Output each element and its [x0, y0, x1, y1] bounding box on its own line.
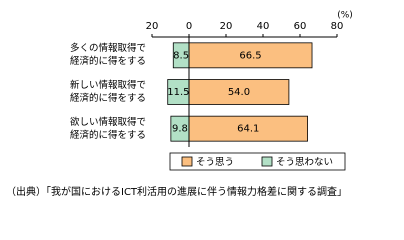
value-label: 11.5 — [167, 87, 189, 98]
value-label: 64.1 — [237, 124, 259, 135]
bar — [188, 115, 308, 142]
x-tick-label: 60 — [294, 21, 307, 32]
x-tick-label: 40 — [257, 21, 270, 32]
category-label: 欲しい情報取得で 経済的に得をする — [69, 116, 146, 141]
category-label: 多くの情報取得で 経済的に得をする — [69, 43, 146, 68]
x-tick-label: 80 — [331, 21, 344, 32]
value-label: 66.5 — [239, 50, 261, 61]
value-label: 9.8 — [172, 124, 188, 135]
legend-swatch — [181, 156, 193, 167]
x-tick-label: 20 — [220, 21, 233, 32]
x-tick-label: 20 — [146, 21, 159, 32]
value-label: 8.5 — [173, 50, 189, 61]
legend-label: そう思う — [196, 157, 234, 168]
legend-label: そう思わない — [276, 157, 333, 168]
chart-svg: 20 0 20 40 60 80(%) 66.5 8.5 54.0 11.5 64.1 9.8 そう思う… — [146, 11, 353, 171]
x-tick-label: 0 — [186, 21, 192, 32]
category-label: 新しい情報取得で 経済的に得をする — [69, 80, 146, 104]
legend-box — [169, 152, 346, 171]
unit-label: (%) — [337, 11, 353, 21]
bar — [188, 79, 290, 105]
legend-swatch — [261, 156, 273, 167]
chart: 20 0 20 40 60 80 (%) 66.5 8.5 54.0 11.5 64.1 9.8 そう思う… — [6, 11, 353, 199]
value-label: 54.0 — [228, 87, 250, 98]
source-note: （出典）「我が国におけるICT利活用の進展に伴う情報力格差に関する調査」 — [6, 187, 348, 198]
